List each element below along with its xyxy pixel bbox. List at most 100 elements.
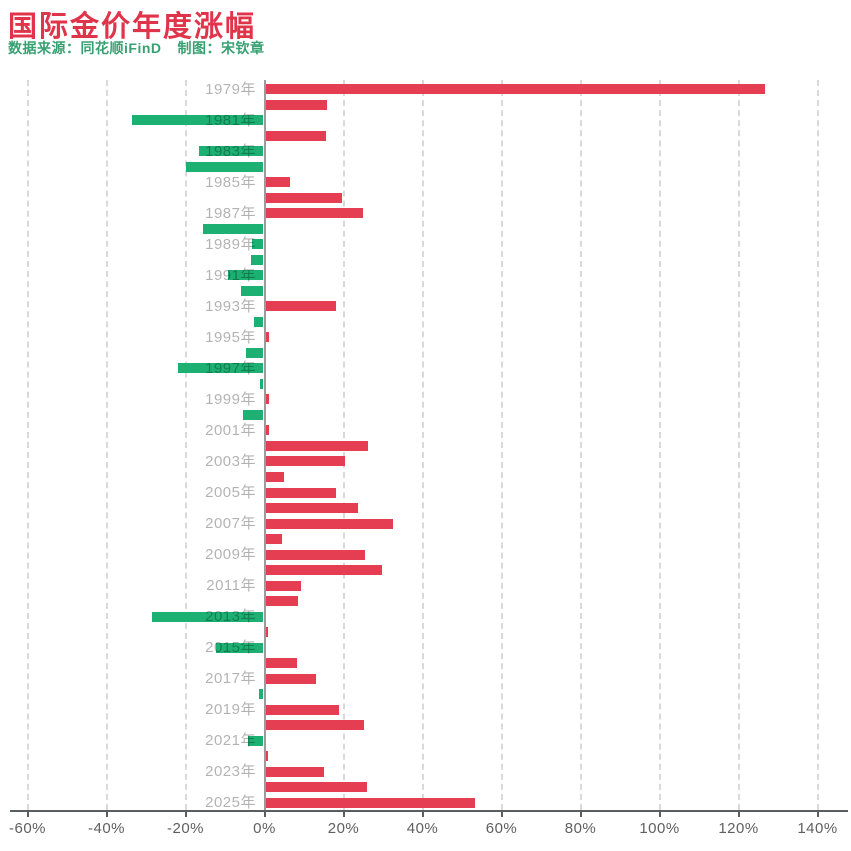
bar-1987 xyxy=(265,208,364,219)
bar-1985 xyxy=(265,177,291,188)
year-label-1981: 1981年 xyxy=(205,111,256,129)
year-label-2001: 2001年 xyxy=(205,421,256,439)
bar-1993 xyxy=(265,301,336,312)
gridline-80pct xyxy=(579,80,582,810)
x-tick-label-80pct: 80% xyxy=(564,820,597,837)
gridline--40pct xyxy=(105,80,108,810)
bar-1986 xyxy=(265,192,343,203)
bar-1998 xyxy=(260,378,264,389)
year-label-2009: 2009年 xyxy=(205,546,256,564)
gridline-120pct xyxy=(737,80,740,810)
bar-2006 xyxy=(265,503,358,514)
bar-1991 xyxy=(228,270,264,281)
x-tick-20pct xyxy=(342,812,345,817)
bar-2016 xyxy=(265,658,298,669)
x-tick-0pct xyxy=(263,812,266,817)
bar-1982 xyxy=(265,130,327,141)
bar-2014 xyxy=(265,627,268,638)
year-label-2005: 2005年 xyxy=(205,484,256,502)
year-label-1983: 1983年 xyxy=(205,142,256,160)
x-tick-80pct xyxy=(579,812,582,817)
chart-subtitle: 数据来源：同花顺iFinD 制图：宋钦章 xyxy=(8,38,265,58)
x-tick-120pct xyxy=(737,812,740,817)
year-label-2003: 2003年 xyxy=(205,452,256,470)
gridline--60pct xyxy=(26,80,29,810)
year-label-2015: 2015年 xyxy=(205,639,256,657)
year-label-2007: 2007年 xyxy=(205,515,256,533)
bar-2008 xyxy=(265,534,282,545)
year-label-2025: 2025年 xyxy=(205,794,256,812)
bar-1984 xyxy=(186,161,264,172)
x-tick-60pct xyxy=(500,812,503,817)
year-label-1997: 1997年 xyxy=(205,359,256,377)
bar-2002 xyxy=(265,440,368,451)
bar-2013 xyxy=(151,611,264,622)
bar-1979 xyxy=(265,84,766,94)
gridline--20pct xyxy=(184,80,187,810)
x-tick--40pct xyxy=(105,812,108,817)
bar-2023 xyxy=(265,766,324,777)
bar-2009 xyxy=(265,549,366,560)
year-label-1999: 1999年 xyxy=(205,390,256,408)
gridline-140pct xyxy=(816,80,819,810)
x-tick-label-20pct: 20% xyxy=(327,820,360,837)
bar-1990 xyxy=(251,254,264,265)
year-label-2023: 2023年 xyxy=(205,763,256,781)
gridline-40pct xyxy=(421,80,424,810)
bar-1997 xyxy=(178,363,264,374)
bar-1989 xyxy=(252,239,264,250)
chart-title: 国际金价年度涨幅 xyxy=(8,11,257,43)
bar-2017 xyxy=(265,673,316,684)
bar-1983 xyxy=(199,146,264,157)
bar-2003 xyxy=(265,456,345,467)
bar-1994 xyxy=(254,316,264,327)
bar-1988 xyxy=(203,223,264,234)
zero-axis-line xyxy=(263,80,266,810)
bar-1995 xyxy=(265,332,270,343)
bar-2004 xyxy=(265,472,284,482)
bar-2018 xyxy=(258,689,264,700)
x-tick-40pct xyxy=(421,812,424,817)
x-tick-140pct xyxy=(816,812,819,817)
x-tick-label-100pct: 100% xyxy=(639,820,680,837)
bar-2022 xyxy=(265,751,268,762)
year-label-2019: 2019年 xyxy=(205,701,256,719)
year-label-1987: 1987年 xyxy=(205,204,256,222)
bar-2019 xyxy=(265,704,339,715)
year-label-1991: 1991年 xyxy=(205,266,256,284)
year-label-2017: 2017年 xyxy=(205,670,256,688)
bar-2005 xyxy=(265,487,336,498)
x-tick-label-140pct: 140% xyxy=(797,820,838,837)
x-tick-label-40pct: 40% xyxy=(406,820,439,837)
year-label-1989: 1989年 xyxy=(205,235,256,253)
x-tick-label--40pct: -40% xyxy=(87,820,126,837)
x-tick-label-0pct: 0% xyxy=(253,820,276,837)
x-tick-label-60pct: 60% xyxy=(485,820,518,837)
bar-2020 xyxy=(265,720,364,731)
gridline-100pct xyxy=(658,80,661,810)
bar-2001 xyxy=(265,425,270,436)
x-tick-label-120pct: 120% xyxy=(718,820,759,837)
bar-2021 xyxy=(247,735,264,746)
bar-2025 xyxy=(265,797,475,808)
bar-2010 xyxy=(265,565,383,576)
year-label-1995: 1995年 xyxy=(205,328,256,346)
bar-1992 xyxy=(240,285,264,296)
credit-label: 制图：宋钦章 xyxy=(177,40,265,56)
year-label-2013: 2013年 xyxy=(205,608,256,626)
year-label-1993: 1993年 xyxy=(205,297,256,315)
x-tick-label--20pct: -20% xyxy=(166,820,205,837)
x-tick--60pct xyxy=(26,812,29,817)
bar-1980 xyxy=(265,99,327,110)
x-tick-100pct xyxy=(658,812,661,817)
bar-2007 xyxy=(265,518,393,529)
gridline-60pct xyxy=(500,80,503,810)
x-axis-line xyxy=(10,810,848,812)
bar-2015 xyxy=(216,642,264,653)
year-label-2011: 2011年 xyxy=(206,577,256,595)
bar-2024 xyxy=(265,782,367,793)
x-tick-label--60pct: -60% xyxy=(8,820,47,837)
bar-2000 xyxy=(242,409,264,420)
